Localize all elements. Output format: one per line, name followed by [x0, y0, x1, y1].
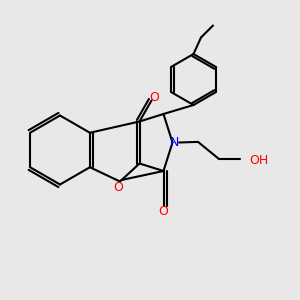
Text: O: O [150, 91, 159, 104]
Text: N: N [169, 136, 179, 149]
Text: OH: OH [249, 154, 268, 167]
Text: O: O [159, 205, 168, 218]
Text: O: O [114, 181, 123, 194]
